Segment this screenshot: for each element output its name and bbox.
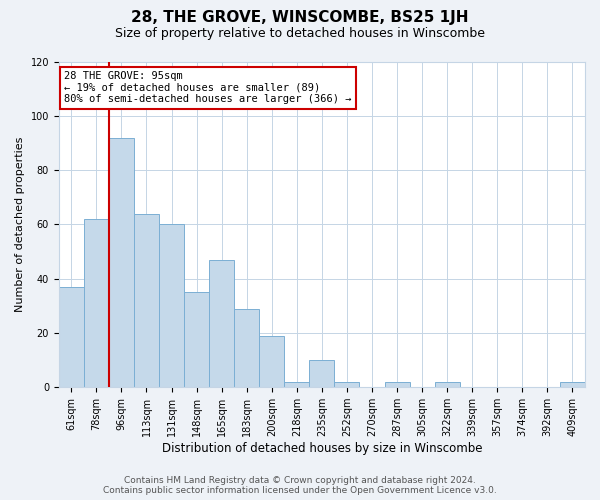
Y-axis label: Number of detached properties: Number of detached properties xyxy=(15,136,25,312)
Bar xyxy=(184,292,209,387)
Bar xyxy=(134,214,159,387)
Bar xyxy=(59,287,84,387)
Bar xyxy=(234,308,259,387)
Bar xyxy=(159,224,184,387)
Bar xyxy=(84,219,109,387)
Bar xyxy=(434,382,460,387)
Text: 28 THE GROVE: 95sqm
← 19% of detached houses are smaller (89)
80% of semi-detach: 28 THE GROVE: 95sqm ← 19% of detached ho… xyxy=(64,72,352,104)
Bar xyxy=(310,360,334,387)
Bar xyxy=(560,382,585,387)
Bar xyxy=(109,138,134,387)
Text: Contains HM Land Registry data © Crown copyright and database right 2024.
Contai: Contains HM Land Registry data © Crown c… xyxy=(103,476,497,495)
Text: 28, THE GROVE, WINSCOMBE, BS25 1JH: 28, THE GROVE, WINSCOMBE, BS25 1JH xyxy=(131,10,469,25)
Bar xyxy=(334,382,359,387)
Text: Size of property relative to detached houses in Winscombe: Size of property relative to detached ho… xyxy=(115,28,485,40)
Bar xyxy=(284,382,310,387)
Bar xyxy=(209,260,234,387)
X-axis label: Distribution of detached houses by size in Winscombe: Distribution of detached houses by size … xyxy=(161,442,482,455)
Bar xyxy=(259,336,284,387)
Bar xyxy=(385,382,410,387)
